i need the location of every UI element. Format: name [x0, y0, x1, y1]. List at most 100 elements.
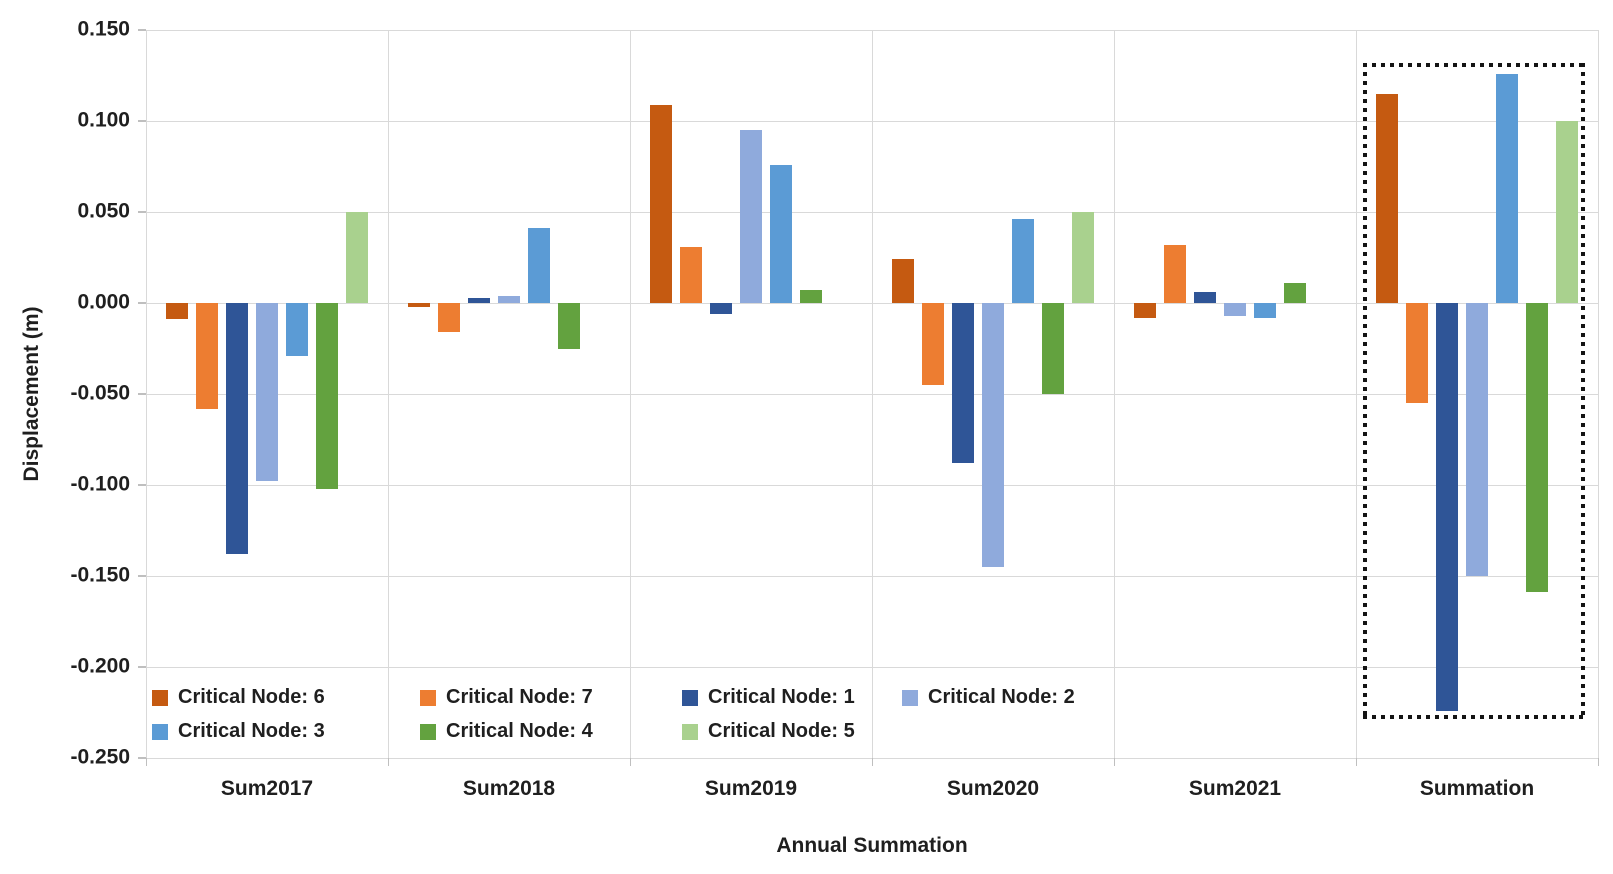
legend-label: Critical Node: 6 [178, 686, 325, 708]
y-tick-label: 0.050 [77, 199, 130, 223]
x-axis-tick [630, 758, 631, 766]
legend-swatch [420, 689, 436, 706]
y-axis-tick [138, 211, 146, 213]
bar-node1-Sum2021 [1194, 292, 1216, 303]
bar-node4-Sum2017 [316, 303, 338, 489]
bar-node1-Sum2017 [226, 303, 248, 555]
bar-node3-Sum2017 [286, 303, 308, 356]
legend-swatch [152, 689, 168, 706]
legend-label: Critical Node: 2 [928, 686, 1075, 708]
y-axis-tick [138, 393, 146, 395]
bar-node7-Sum2019 [680, 246, 702, 303]
bar-node6-Sum2018 [408, 303, 430, 307]
y-tick-label: -0.200 [70, 654, 130, 678]
y-axis-tick [138, 29, 146, 31]
legend-label: Critical Node: 4 [446, 720, 593, 742]
bar-node5-Sum2020 [1072, 212, 1094, 303]
legend-swatch [682, 723, 698, 740]
y-axis-tick [138, 757, 146, 759]
legend-item-node7: Critical Node: 7 [420, 686, 593, 709]
highlight-box-edge-top [1363, 63, 1585, 67]
x-category-label: Sum2017 [220, 777, 314, 800]
bar-node4-Sum2019 [800, 290, 822, 303]
bar-node7-Sum2018 [438, 303, 460, 333]
legend-item-node4: Critical Node: 4 [420, 720, 593, 743]
x-axis-tick [872, 758, 873, 766]
gridline-vertical [1598, 30, 1599, 758]
bar-node6-Summation [1376, 93, 1398, 303]
bar-node7-Sum2021 [1164, 244, 1186, 303]
x-category-label: Sum2018 [462, 777, 556, 800]
x-axis-tick [388, 758, 389, 766]
x-axis-tick [1598, 758, 1599, 766]
x-axis-tick [1356, 758, 1357, 766]
x-axis-tick [1114, 758, 1115, 766]
legend-item-node5: Critical Node: 5 [682, 720, 855, 743]
bar-node6-Sum2017 [166, 303, 188, 320]
gridline-vertical [146, 30, 147, 758]
bar-node3-Sum2021 [1254, 303, 1276, 318]
bar-node3-Summation [1496, 73, 1518, 303]
bar-node3-Sum2019 [770, 164, 792, 303]
legend-swatch [152, 723, 168, 740]
y-axis-tick [138, 666, 146, 668]
legend-swatch [420, 723, 436, 740]
bar-node4-Sum2020 [1042, 303, 1064, 394]
gridline-vertical [1114, 30, 1115, 758]
legend-swatch [682, 689, 698, 706]
y-tick-label: -0.050 [70, 381, 130, 405]
y-axis-tick [138, 575, 146, 577]
legend-swatch [902, 689, 918, 706]
legend-item-node2: Critical Node: 2 [902, 686, 1075, 709]
x-category-label: Sum2020 [946, 777, 1040, 800]
bar-node1-Sum2018 [468, 297, 490, 303]
bar-node3-Sum2020 [1012, 219, 1034, 303]
legend-label: Critical Node: 7 [446, 686, 593, 708]
y-tick-label: 0.100 [77, 108, 130, 132]
legend-item-node6: Critical Node: 6 [152, 686, 325, 709]
y-axis-tick [138, 302, 146, 304]
y-axis-tick [138, 120, 146, 122]
gridline-vertical [872, 30, 873, 758]
bar-node2-Sum2017 [256, 303, 278, 482]
legend-item-node3: Critical Node: 3 [152, 720, 325, 743]
bar-node5-Sum2017 [346, 212, 368, 303]
bar-node6-Sum2019 [650, 104, 672, 303]
y-tick-label: 0.000 [77, 290, 130, 314]
bar-node2-Sum2019 [740, 130, 762, 303]
y-axis-tick [138, 484, 146, 486]
y-tick-label: -0.250 [70, 745, 130, 769]
gridline-vertical [388, 30, 389, 758]
bar-node1-Sum2019 [710, 303, 732, 314]
gridline-vertical [630, 30, 631, 758]
legend-label: Critical Node: 5 [708, 720, 855, 742]
y-tick-label: -0.100 [70, 472, 130, 496]
x-category-label: Sum2019 [704, 777, 798, 800]
legend-label: Critical Node: 1 [708, 686, 855, 708]
bar-node7-Sum2017 [196, 303, 218, 409]
bar-node2-Sum2020 [982, 303, 1004, 567]
bar-node2-Sum2018 [498, 295, 520, 303]
bar-node7-Sum2020 [922, 303, 944, 385]
bar-node6-Sum2021 [1134, 303, 1156, 318]
bar-node4-Sum2018 [558, 303, 580, 349]
x-axis-tick [146, 758, 147, 766]
bar-node6-Sum2020 [892, 259, 914, 303]
bar-node2-Sum2021 [1224, 303, 1246, 316]
bar-node2-Summation [1466, 303, 1488, 576]
x-category-label: Sum2021 [1188, 777, 1282, 800]
y-tick-label: -0.150 [70, 563, 130, 587]
legend-label: Critical Node: 3 [178, 720, 325, 742]
y-tick-label: 0.150 [77, 17, 130, 41]
gridline-vertical [1356, 30, 1357, 758]
bar-node7-Summation [1406, 303, 1428, 404]
x-category-label: Summation [1419, 777, 1535, 800]
legend-item-node1: Critical Node: 1 [682, 686, 855, 709]
highlight-box-edge-bottom [1363, 715, 1585, 719]
bar-node1-Summation [1436, 303, 1458, 711]
highlight-box-edge-right [1581, 63, 1585, 719]
bar-node4-Summation [1526, 303, 1548, 593]
x-axis-title: Annual Summation [776, 834, 968, 857]
highlight-box-edge-left [1363, 63, 1367, 719]
